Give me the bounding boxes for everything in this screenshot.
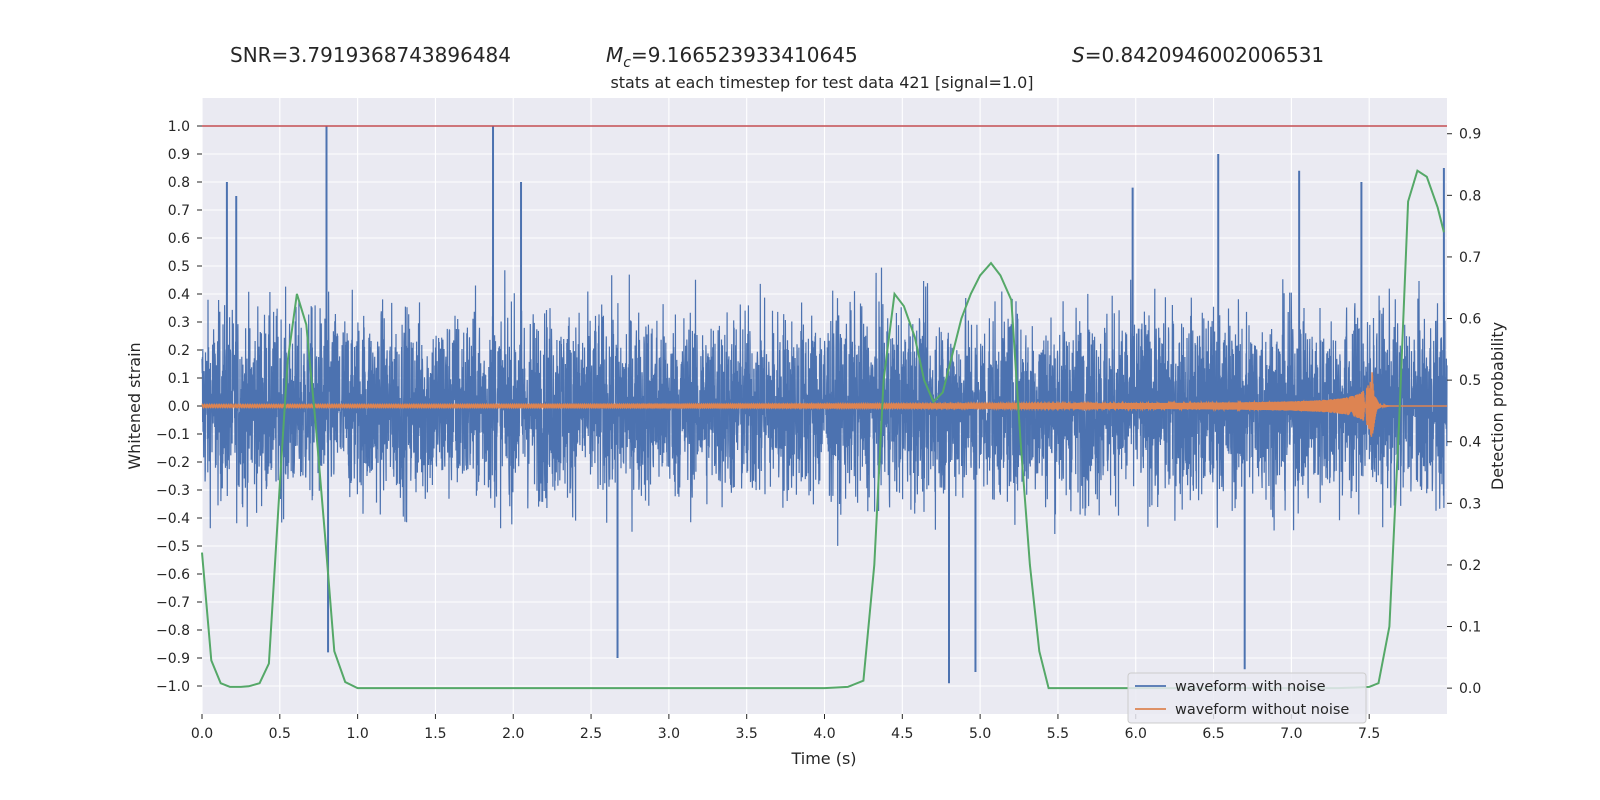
chirp-mass-symbol: M <box>606 43 623 67</box>
clean-waveform <box>201 372 1447 437</box>
y-tick-label: −0.6 <box>156 567 190 583</box>
y-tick-label: −1.0 <box>156 679 190 695</box>
chirp-mass-value: =9.166523933410645 <box>631 43 858 67</box>
clean-waveform-path <box>201 372 1447 437</box>
y-tick-label: −0.3 <box>156 483 190 499</box>
y-tick-label: −0.2 <box>156 455 190 471</box>
x-axis-label: Time (s) <box>790 749 856 768</box>
y-tick-label: −0.9 <box>156 651 190 667</box>
s-stat: S=0.8420946002006531 <box>1072 43 1324 67</box>
x-tick-label: 1.5 <box>424 726 446 742</box>
y-tick-label: −0.8 <box>156 623 190 639</box>
y-axis-right-label: Detection probability <box>1488 322 1507 490</box>
x-tick-label: 0.0 <box>191 726 213 742</box>
chirp-mass-subscript: c <box>623 55 631 71</box>
y-axis-label: Whitened strain <box>125 342 144 469</box>
y-axis-left: 1.0 0.9 0.8 0.7 0.6 0.5 0.4 0.3 0.2 0.1 0.0 −0.1 −0.… <box>156 119 202 695</box>
chirp-mass-stat: Mc=9.166523933410645 <box>606 43 858 71</box>
y-right-tick-label: 0.8 <box>1459 188 1481 204</box>
y-right-tick-label: 0.3 <box>1459 496 1481 512</box>
y-axis-right: 0.9 0.8 0.7 0.6 0.5 0.4 0.3 0.2 0.1 0.0 <box>1447 127 1481 697</box>
y-tick-label: −0.7 <box>156 595 190 611</box>
y-tick-label: 0.2 <box>168 343 190 359</box>
y-tick-label: −0.1 <box>156 427 190 443</box>
x-tick-label: 5.0 <box>969 726 991 742</box>
x-tick-label: 6.5 <box>1202 726 1224 742</box>
x-tick-label: 4.0 <box>813 726 835 742</box>
y-tick-label: −0.4 <box>156 511 190 527</box>
legend-label-clean: waveform without noise <box>1175 702 1349 718</box>
x-tick-label: 4.5 <box>891 726 913 742</box>
y-right-tick-label: 0.9 <box>1459 127 1481 143</box>
noisy-waveform <box>201 126 1448 684</box>
x-tick-label: 7.5 <box>1358 726 1380 742</box>
legend-box <box>1127 672 1367 724</box>
x-tick-label: 6.0 <box>1125 726 1147 742</box>
y-right-tick-label: 0.2 <box>1459 558 1481 574</box>
y-tick-label: 0.6 <box>168 231 190 247</box>
y-tick-label: 1.0 <box>168 119 190 135</box>
legend-label-noisy: waveform with noise <box>1175 679 1326 695</box>
y-right-tick-label: 0.5 <box>1459 373 1481 389</box>
y-tick-label: 0.7 <box>168 203 190 219</box>
y-tick-label: −0.5 <box>156 539 190 555</box>
x-axis: 0.0 0.5 1.0 1.5 2.0 2.5 3.0 3.5 4.0 4.5 5.0 5.5 6.0 6… <box>191 714 1380 742</box>
y-right-tick-label: 0.4 <box>1459 435 1481 451</box>
y-tick-label: 0.0 <box>168 399 190 415</box>
y-tick-label: 0.8 <box>168 175 190 191</box>
noisy-waveform-path <box>201 267 1448 546</box>
y-right-tick-label: 0.0 <box>1459 681 1481 697</box>
y-tick-label: 0.3 <box>168 315 190 331</box>
y-right-tick-label: 0.6 <box>1459 312 1481 328</box>
x-tick-label: 2.5 <box>580 726 602 742</box>
y-tick-label: 0.9 <box>168 147 190 163</box>
x-tick-label: 2.0 <box>502 726 524 742</box>
y-tick-label: 0.1 <box>168 371 190 387</box>
x-tick-label: 1.0 <box>346 726 368 742</box>
x-tick-label: 0.5 <box>269 726 291 742</box>
x-tick-label: 5.5 <box>1047 726 1069 742</box>
s-symbol: S <box>1072 43 1085 67</box>
y-tick-label: 0.4 <box>168 287 190 303</box>
legend: waveform with noise waveform without noi… <box>1127 672 1367 724</box>
y-tick-label: 0.5 <box>168 259 190 275</box>
x-tick-label: 7.0 <box>1280 726 1302 742</box>
s-value: =0.8420946002006531 <box>1085 43 1324 67</box>
x-tick-label: 3.5 <box>736 726 758 742</box>
snr-stat: SNR=3.7919368743896484 <box>230 43 511 67</box>
y-right-tick-label: 0.7 <box>1459 250 1481 266</box>
x-tick-label: 3.0 <box>658 726 680 742</box>
chart-title: stats at each timestep for test data 421… <box>610 73 1033 92</box>
y-right-tick-label: 0.1 <box>1459 620 1481 636</box>
